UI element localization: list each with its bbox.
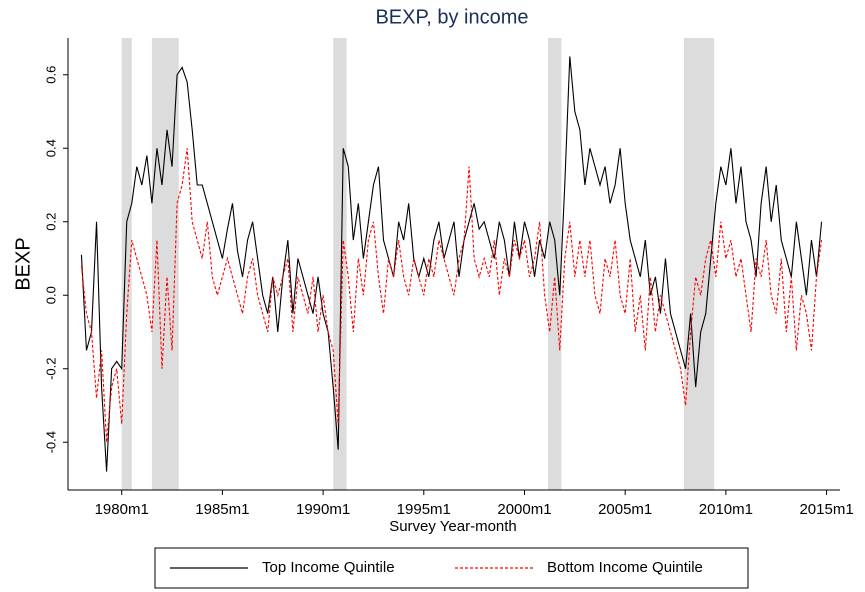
x-tick-label: 2005m1 — [598, 501, 652, 518]
x-tick-label: 1990m1 — [296, 501, 350, 518]
x-tick-label: 1985m1 — [195, 501, 249, 518]
legend-label: Bottom Income Quintile — [547, 559, 703, 576]
y-tick-label: 0.6 — [43, 66, 58, 84]
y-tick-label: -0.4 — [43, 431, 58, 453]
y-axis-title: BEXP — [12, 237, 34, 290]
y-tick-label: 0.4 — [43, 139, 58, 157]
shaded-period — [333, 38, 347, 490]
shaded-period — [121, 38, 132, 490]
series-line — [80, 56, 823, 472]
chart-title: BEXP, by income — [375, 6, 528, 28]
x-tick-label: 2015m1 — [799, 501, 853, 518]
series-line — [80, 148, 823, 443]
shaded-period — [547, 38, 562, 490]
shaded-period — [683, 38, 715, 490]
y-tick-label: -0.2 — [43, 358, 58, 380]
y-tick-label: 0.0 — [43, 286, 58, 304]
x-tick-label: 1995m1 — [397, 501, 451, 518]
y-tick-label: 0.2 — [43, 213, 58, 231]
legend-box — [154, 547, 749, 589]
x-tick-label: 2000m1 — [497, 501, 551, 518]
shaded-period — [151, 38, 179, 490]
x-tick-label: 2010m1 — [699, 501, 753, 518]
legend-label: Top Income Quintile — [262, 559, 395, 576]
x-tick-label: 1980m1 — [95, 501, 149, 518]
x-axis-title: Survey Year-month — [389, 518, 517, 535]
